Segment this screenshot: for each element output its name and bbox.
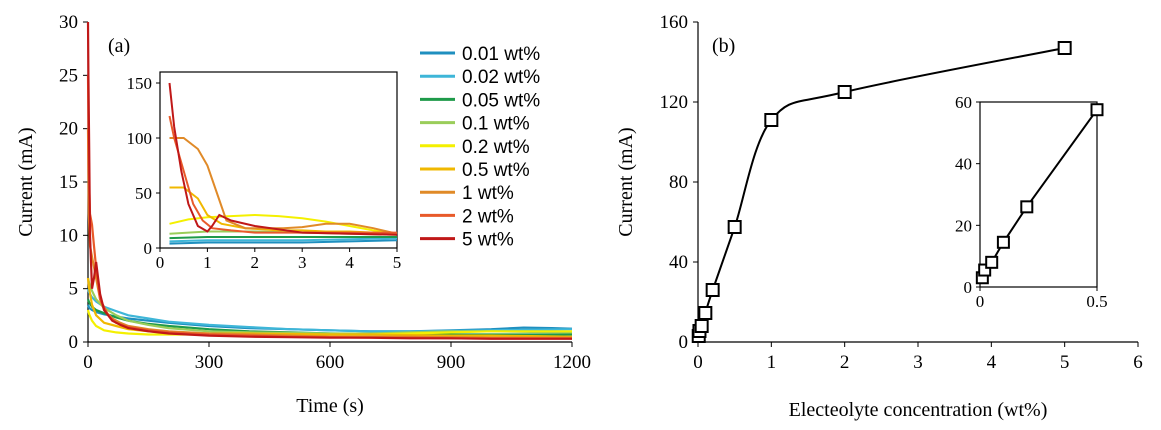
panel-b-inset-data-point (996, 235, 1010, 249)
panel-a-xtick-label: 1200 (553, 352, 591, 373)
panel-b-xtick-label: 1 (767, 352, 777, 373)
panel-a-legend-label: 2 wt% (462, 206, 514, 227)
panel-a-ylabel: Current (mA) (15, 127, 37, 236)
panel-b-ytick-label: 160 (660, 12, 689, 33)
panel-a: (a) Time (s) Current (mA) 0 300 600 900 1200… (15, 12, 591, 417)
panel-a-ytick-label: 30 (59, 12, 78, 33)
panel-b-xtick-label: 4 (987, 352, 997, 373)
panel-a-xlabel: Time (s) (296, 395, 364, 417)
panel-a-legend-label: 0.1 wt% (462, 114, 530, 135)
panel-a-ytick-label: 0 (69, 332, 79, 353)
panel-a-inset-xtick-label: 5 (393, 253, 402, 272)
panel-a-inset-frame (159, 71, 398, 249)
panel-a-inset-xtick-label: 4 (345, 253, 354, 272)
panel-a-ytick-label: 25 (59, 65, 78, 86)
panel-b-xtick-label: 6 (1133, 352, 1143, 373)
panel-a-ytick-label: 10 (59, 225, 78, 246)
panel-b-ytick-label: 40 (669, 252, 688, 273)
panel-a-legend-label: 0.2 wt% (462, 137, 530, 158)
panel-b-inset-xtick-label: 0.5 (1086, 292, 1107, 311)
panel-a-inset-ytick-label: 0 (144, 239, 153, 258)
panel-a-legend-label: 0.02 wt% (462, 67, 540, 88)
panel-a-legend-label: 5 wt% (462, 230, 514, 251)
panel-a-inset-ytick-label: 150 (127, 74, 153, 93)
panel-b-data-point (727, 220, 742, 234)
panel-b-inset-ytick-label: 60 (955, 93, 972, 112)
panel-a-ytick-label: 15 (59, 172, 78, 193)
panel-b-ylabel: Current (mA) (615, 127, 637, 236)
panel-b-inset-data-point (985, 255, 999, 269)
panel-b-data-point (1057, 41, 1072, 55)
panel-b-inset-data-point (1090, 103, 1104, 117)
panel-a-legend-label: 0.01 wt% (462, 44, 540, 65)
panel-b-data-point (705, 283, 720, 297)
panel-a-inset-ytick-label: 100 (127, 129, 153, 148)
panel-a-legend-label: 0.05 wt% (462, 90, 540, 111)
panel-a-label: (a) (108, 35, 130, 57)
panel-b-inset-xtick-label: 0 (976, 292, 985, 311)
panel-b-inset-ytick-label: 40 (955, 155, 972, 174)
panel-a-legend-label: 0.5 wt% (462, 160, 530, 181)
panel-a-xtick-label: 0 (83, 352, 93, 373)
panel-a-inset-xtick-label: 2 (251, 253, 260, 272)
panel-b-xtick-label: 0 (693, 352, 703, 373)
panel-b-ytick-label: 0 (679, 332, 689, 353)
panel-a-xtick-label: 300 (195, 352, 224, 373)
panel-a-inset-xtick-label: 1 (203, 253, 212, 272)
panel-b-data-point (837, 85, 852, 99)
panel-b-xtick-label: 2 (840, 352, 850, 373)
panel-b-ytick-label: 120 (660, 92, 689, 113)
panel-b-inset-ytick-label: 0 (964, 278, 973, 297)
panel-b-ytick-label: 80 (669, 172, 688, 193)
panel-b: (b) Electeolyte concentration (wt%) Curr… (615, 12, 1143, 421)
panel-b-inset-data-point (1020, 200, 1034, 214)
panel-b-data-point (694, 319, 709, 333)
panel-a-inset-series-1-line (169, 237, 398, 243)
panel-b-inset-background (980, 102, 1097, 287)
panel-a-xtick-label: 900 (437, 352, 466, 373)
panel-b-inset-ytick-label: 20 (955, 216, 972, 235)
panel-b-inset-data-point (978, 263, 992, 277)
panel-b-xtick-label: 5 (1060, 352, 1070, 373)
panel-b-data-point (764, 113, 779, 127)
panel-a-ytick-label: 20 (59, 119, 78, 140)
panel-a-xtick-label: 600 (316, 352, 345, 373)
panel-a-inset-ytick-label: 50 (135, 184, 152, 203)
panel-b-xtick-label: 3 (913, 352, 923, 373)
panel-a-inset-xtick-label: 3 (298, 253, 307, 272)
panel-a-series-8-line (86, 21, 572, 340)
panel-a-legend-label: 1 wt% (462, 183, 514, 204)
panel-b-xlabel: Electeolyte concentration (wt%) (789, 399, 1048, 421)
panel-b-label: (b) (712, 35, 735, 57)
panel-b-data-point (698, 306, 713, 320)
panel-a-inset-xtick-label: 0 (156, 253, 165, 272)
panel-a-inset-series-8-line (168, 82, 398, 236)
panel-a-inset-series-6-line (169, 137, 398, 235)
panel-a-inset-series-2-line (169, 236, 397, 240)
panel-a-inset-series-0-line (169, 239, 398, 245)
panel-b-inset-frame (979, 101, 1098, 288)
panel-a-ytick-label: 5 (69, 279, 79, 300)
